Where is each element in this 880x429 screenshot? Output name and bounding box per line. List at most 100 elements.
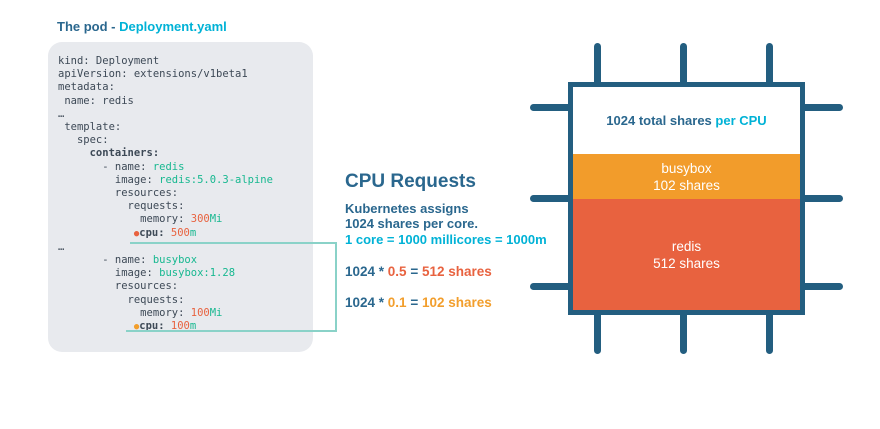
formula-redis-equals: = — [406, 264, 422, 279]
connector-line-busybox-cpu — [126, 330, 337, 332]
code-token: Mi — [209, 213, 223, 226]
code-line: memory: 100Mi — [58, 307, 305, 320]
cpu-total-shares-text: 1024 total shares — [606, 113, 712, 128]
code-token: name: redis — [58, 94, 134, 107]
code-token: 100 — [170, 320, 190, 333]
pod-title: The pod - Deployment.yaml — [57, 19, 227, 34]
desc-line-3: 1 core = 1000 millicores = 1000m — [345, 231, 547, 247]
code-line: kind: Deployment — [58, 55, 305, 68]
code-token: busybox:1.28 — [159, 267, 236, 280]
code-token: redis:5.0.3-alpine — [159, 173, 273, 186]
code-token: apiVersion: extensions/v1beta1 — [58, 68, 248, 81]
connector-line-redis-cpu — [130, 242, 337, 244]
code-token: requests: — [58, 200, 185, 213]
formula-busybox-factor: 0.1 — [387, 295, 407, 310]
code-token: ● — [133, 322, 140, 333]
desc-line-2: 1024 shares per core. — [345, 216, 478, 232]
cpu-pin-left-2 — [530, 195, 574, 202]
busybox-shares-band: busybox 102 shares — [573, 154, 800, 199]
cpu-pin-top-2 — [680, 43, 687, 89]
code-token — [58, 227, 134, 239]
code-token: memory: — [58, 213, 191, 226]
code-token: 500 — [170, 226, 190, 239]
code-line: memory: 300Mi — [58, 213, 305, 226]
formula-redis-prefix: 1024 * — [345, 264, 388, 279]
code-line: - name: redis — [58, 161, 305, 174]
code-line: ●cpu: 500m — [58, 227, 305, 241]
redis-band-name: redis — [671, 238, 702, 254]
code-token: spec: — [58, 134, 109, 147]
cpu-chip-diagram: 1024 total shares per CPU busybox 102 sh… — [528, 43, 844, 354]
redis-band-shares: 512 shares — [653, 255, 720, 271]
section-title: CPU Requests — [345, 171, 476, 192]
code-line: resources: — [58, 280, 305, 293]
code-line: template: — [58, 121, 305, 134]
formula-redis: 1024 * 0.5 = 512 shares — [345, 264, 492, 279]
code-token: memory: — [58, 306, 191, 319]
cpu-pin-bottom-2 — [680, 308, 687, 354]
busybox-band-name: busybox — [661, 160, 712, 176]
code-line: metadata: — [58, 81, 305, 94]
code-token: cpu: — [139, 226, 171, 239]
code-token: image: — [58, 173, 160, 186]
code-token: … — [58, 240, 65, 253]
formula-busybox-prefix: 1024 * — [345, 295, 388, 310]
code-token: cpu: — [139, 320, 171, 333]
cpu-pin-top-1 — [594, 43, 601, 89]
code-token: busybox — [152, 254, 198, 267]
code-token: redis — [152, 160, 185, 173]
code-token: requests: — [58, 293, 185, 306]
code-token: image: — [58, 267, 160, 280]
code-line: … — [58, 241, 305, 254]
section-description: Kubernetes assigns 1024 shares per core.… — [345, 201, 547, 247]
formula-redis-result: 512 shares — [421, 264, 492, 279]
cpu-pin-right-3 — [799, 283, 843, 290]
code-token: resources: — [58, 187, 179, 200]
code-line: - name: busybox — [58, 254, 305, 267]
code-token: 300 — [190, 213, 210, 226]
desc-line-1: Kubernetes assigns — [345, 201, 469, 216]
code-line: resources: — [58, 187, 305, 200]
cpu-pin-right-2 — [799, 195, 843, 202]
code-token: - name: — [58, 254, 153, 267]
cpu-pin-left-3 — [530, 283, 574, 290]
code-token: … — [58, 107, 65, 120]
code-line: requests: — [58, 294, 305, 307]
code-line: spec: — [58, 134, 305, 147]
code-line: apiVersion: extensions/v1beta1 — [58, 68, 305, 81]
code-token — [58, 320, 134, 332]
code-token: - name: — [58, 160, 153, 173]
formula-redis-factor: 0.5 — [387, 264, 407, 279]
cpu-total-shares-label: 1024 total shares per CPU — [573, 87, 800, 154]
cpu-pin-bottom-3 — [766, 308, 773, 354]
busybox-band-shares: 102 shares — [653, 177, 720, 193]
cpu-chip-body: 1024 total shares per CPU busybox 102 sh… — [568, 82, 805, 315]
yaml-code-block: kind: Deployment apiVersion: extensions/v… — [48, 42, 313, 352]
redis-shares-band: redis 512 shares — [573, 199, 800, 310]
cpu-per-cpu-text: per CPU — [711, 113, 767, 128]
connector-line-vertical — [335, 242, 337, 332]
code-token: containers: — [58, 147, 160, 160]
code-line: containers: — [58, 147, 305, 160]
code-token: resources: — [58, 280, 179, 293]
code-token: Mi — [209, 306, 223, 319]
code-token: ● — [133, 228, 140, 239]
cpu-pin-left-1 — [530, 104, 574, 111]
formula-busybox-result: 102 shares — [421, 295, 492, 310]
code-line: ●cpu: 100m — [58, 320, 305, 334]
code-line: image: redis:5.0.3-alpine — [58, 174, 305, 187]
code-line: image: busybox:1.28 — [58, 267, 305, 280]
cpu-pin-bottom-1 — [594, 308, 601, 354]
code-token: m — [189, 320, 197, 333]
code-token: m — [189, 226, 197, 239]
code-token: 100 — [190, 306, 210, 319]
code-line: … — [58, 108, 305, 121]
cpu-pin-right-1 — [799, 104, 843, 111]
code-token: metadata: — [58, 81, 115, 94]
code-token: template: — [58, 121, 122, 134]
formula-busybox-equals: = — [406, 295, 422, 310]
cpu-pin-top-3 — [766, 43, 773, 89]
code-line: requests: — [58, 200, 305, 213]
code-line: name: redis — [58, 95, 305, 108]
